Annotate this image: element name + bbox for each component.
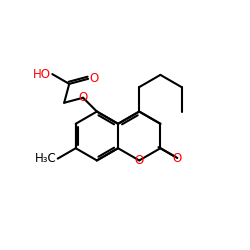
Text: O: O [134, 154, 144, 167]
Text: H₃C: H₃C [35, 152, 56, 165]
Text: O: O [173, 152, 182, 164]
Text: O: O [89, 72, 99, 85]
Text: O: O [78, 91, 88, 104]
Text: HO: HO [33, 68, 51, 80]
